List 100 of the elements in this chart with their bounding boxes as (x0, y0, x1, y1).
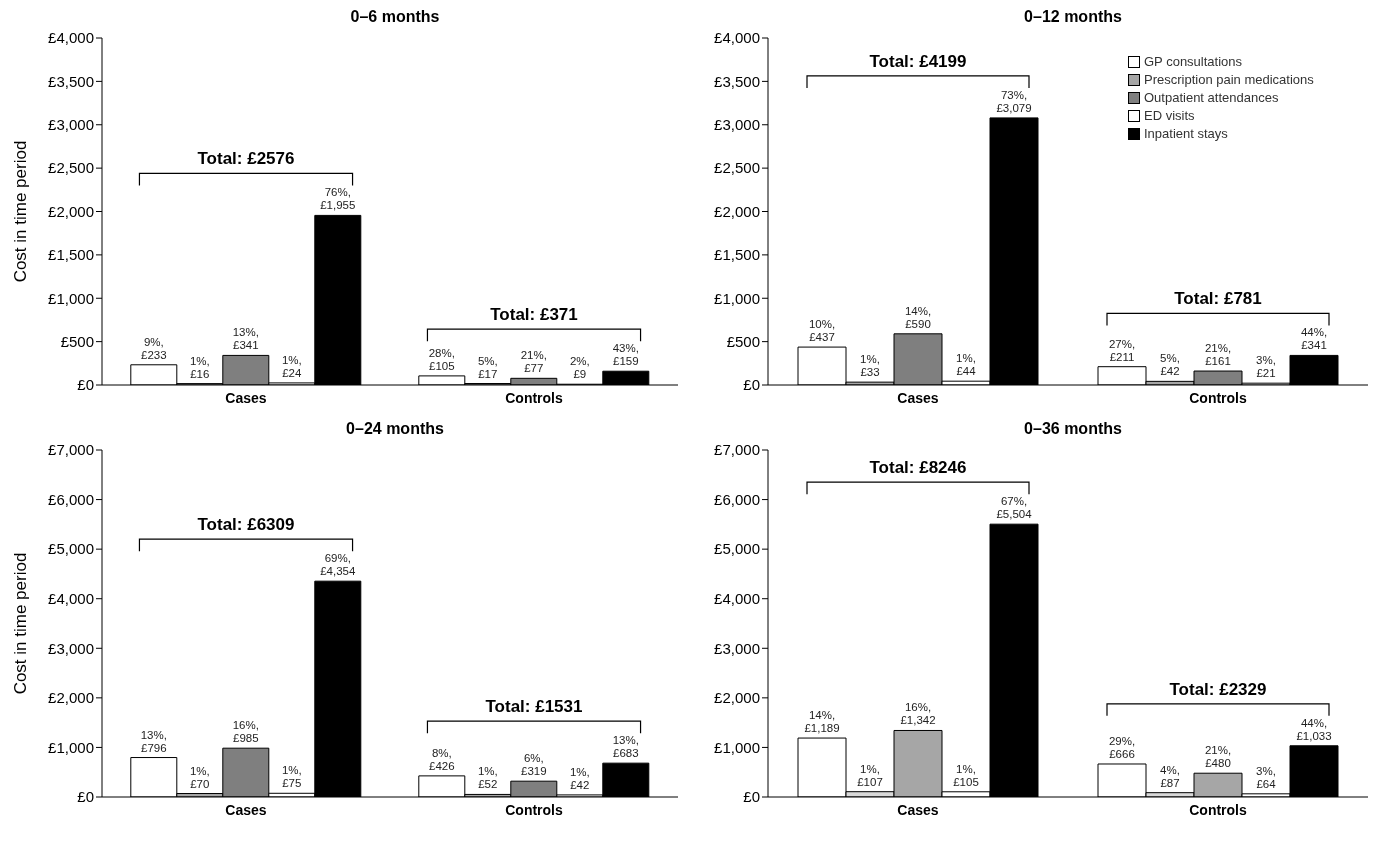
chart-title: 0–12 months (1023, 8, 1123, 27)
data-label: 3%, £64 (1256, 764, 1277, 790)
data-label: 16%, £985 (232, 719, 259, 745)
x-tick-label: Cases (225, 389, 267, 406)
data-label: 13%, £796 (140, 728, 167, 754)
y-tick-label: £2,000 (48, 202, 94, 220)
data-label: 1%, £42 (569, 765, 590, 791)
data-label: 27%, £211 (1108, 337, 1136, 363)
annotation: Total: £2329 (1169, 679, 1267, 699)
data-label: 13%, £341 (232, 326, 259, 352)
data-label: 21%, £480 (1204, 744, 1232, 770)
y-axis-title: Cost in time period (11, 140, 31, 283)
data-label: 5%, £17 (477, 354, 498, 380)
legend-label: Outpatient attendances (1144, 89, 1279, 107)
data-label: 44%, £1,033 (1296, 716, 1332, 742)
y-tick-label: £1,000 (714, 738, 760, 756)
y-tick-label: £4,000 (48, 590, 94, 608)
data-label: 1%, £107 (857, 762, 883, 788)
y-tick-label: £500 (726, 332, 760, 350)
y-tick-label: £5,000 (714, 540, 760, 558)
y-tick-label: £3,500 (48, 72, 94, 90)
chart-title: 0–24 months (345, 420, 445, 439)
data-label: 1%, £105 (953, 762, 979, 788)
data-label: 28%, £105 (428, 346, 455, 372)
y-tick-label: £3,500 (714, 72, 760, 90)
data-label: 14%, £1,189 (804, 709, 840, 735)
data-label: 44%, £341 (1300, 326, 1328, 352)
x-tick-label: Controls (505, 801, 563, 818)
data-label: 73%, £3,079 (996, 88, 1032, 114)
y-tick-label: £500 (60, 332, 94, 350)
data-label: 21%, £161 (1204, 342, 1232, 368)
y-tick-label: £5,000 (48, 540, 94, 558)
data-label: 5%, £42 (1160, 352, 1180, 378)
y-tick-label: £3,000 (714, 116, 760, 134)
data-label: 21%, £77 (520, 349, 547, 375)
legend-label: Prescription pain medications (1144, 71, 1314, 89)
data-label: 14%, £590 (904, 304, 932, 330)
chart-title: 0–36 months (1023, 420, 1123, 439)
y-tick-label: £1,000 (48, 289, 94, 307)
x-tick-label: Cases (897, 801, 939, 818)
y-tick-label: £2,500 (714, 159, 760, 177)
y-tick-label: £6,000 (714, 490, 760, 508)
data-label: 1%, £16 (189, 354, 210, 380)
data-label: 69%, £4,354 (320, 552, 356, 578)
data-label: 1%, £24 (281, 353, 302, 379)
x-tick-label: Controls (1189, 389, 1247, 406)
annotation: Total: £4199 (869, 51, 967, 71)
data-label: 1%, £75 (281, 764, 302, 790)
y-tick-label: £4,000 (48, 29, 94, 47)
x-tick-label: Controls (505, 389, 563, 406)
annotation: Total: £1531 (485, 697, 583, 717)
data-label: 9%, £233 (141, 335, 167, 361)
y-tick-label: £2,000 (714, 202, 760, 220)
annotation: Total: £8246 (869, 458, 967, 478)
y-tick-label: £1,000 (48, 738, 94, 756)
data-label: 10%, £437 (808, 318, 836, 344)
y-tick-label: £0 (743, 376, 760, 394)
y-tick-label: £0 (77, 376, 94, 394)
data-label: 1%, £44 (956, 352, 977, 378)
y-tick-label: £6,000 (48, 490, 94, 508)
y-tick-label: £0 (77, 788, 94, 806)
y-tick-label: £3,000 (714, 639, 760, 657)
legend-label: GP consultations (1144, 53, 1243, 71)
x-tick-label: Controls (1189, 801, 1247, 818)
y-tick-label: £2,500 (48, 159, 94, 177)
x-tick-label: Cases (897, 389, 939, 406)
data-label: 8%, £426 (429, 746, 455, 772)
data-label: 43%, £159 (612, 342, 639, 368)
y-tick-label: £3,000 (48, 116, 94, 134)
y-tick-label: £2,000 (48, 689, 94, 707)
y-tick-label: £4,000 (714, 29, 760, 47)
annotation: Total: £6309 (197, 515, 295, 535)
y-tick-label: £2,000 (714, 689, 760, 707)
data-label: 1%, £33 (860, 353, 880, 379)
data-label: 1%, £52 (477, 765, 498, 791)
y-tick-label: £4,000 (714, 590, 760, 608)
data-label: 4%, £87 (1160, 763, 1180, 789)
legend-label: Inpatient stays (1144, 125, 1228, 143)
y-tick-label: £7,000 (714, 441, 760, 459)
y-axis-title: Cost in time period (11, 552, 31, 695)
annotation: Total: £2576 (197, 149, 295, 169)
data-label: 3%, £21 (1256, 354, 1276, 380)
data-label: 13%, £683 (612, 734, 639, 760)
y-tick-label: £1,500 (48, 246, 94, 264)
x-tick-label: Cases (225, 801, 267, 818)
data-label: 76%, £1,955 (320, 186, 356, 212)
legend-label: ED visits (1144, 107, 1195, 125)
annotation: Total: £371 (490, 305, 578, 325)
annotation: Total: £781 (1174, 289, 1262, 309)
data-label: 6%, £319 (521, 752, 547, 778)
data-label: 16%, £1,342 (900, 701, 936, 727)
chart-title: 0–6 months (349, 8, 441, 27)
y-tick-label: £7,000 (48, 441, 94, 459)
y-tick-label: £1,000 (714, 289, 760, 307)
y-tick-label: £1,500 (714, 246, 760, 264)
y-tick-label: £3,000 (48, 639, 94, 657)
y-tick-label: £0 (743, 788, 760, 806)
data-label: 67%, £5,504 (996, 495, 1033, 521)
data-label: 2%, £9 (569, 355, 590, 381)
data-label: 29%, £666 (1108, 734, 1136, 760)
